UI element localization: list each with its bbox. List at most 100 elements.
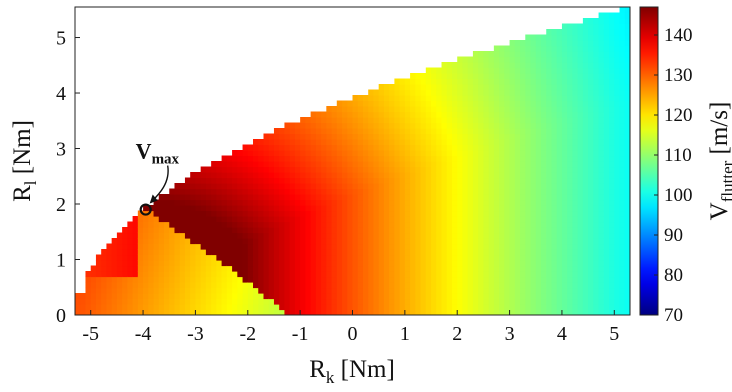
heatmap-cell (598, 23, 605, 30)
heatmap-cell (499, 122, 505, 129)
heatmap-cell (195, 172, 202, 179)
heatmap-cell (451, 287, 458, 294)
heatmap-cell (137, 309, 144, 315)
heatmap-cell (462, 238, 469, 245)
heatmap-cell (179, 271, 186, 278)
heatmap-cell (247, 216, 254, 223)
heatmap-cell (561, 106, 568, 113)
heatmap-cell (357, 276, 364, 283)
heatmap-cell (399, 155, 406, 162)
heatmap-cell (273, 260, 280, 267)
heatmap-cell (614, 166, 621, 173)
heatmap-cell (237, 293, 244, 300)
heatmap-cell (284, 260, 291, 267)
heatmap-cell (478, 210, 484, 217)
heatmap-cell (410, 73, 416, 80)
heatmap-cell (488, 199, 495, 206)
heatmap-cell (226, 172, 233, 179)
heatmap-cell (593, 232, 600, 239)
heatmap-cell (200, 216, 207, 223)
heatmap-cell (593, 183, 600, 190)
heatmap-cell (352, 282, 359, 289)
heatmap-cell (258, 210, 265, 217)
heatmap-cell (378, 293, 385, 300)
heatmap-cell (347, 111, 354, 118)
heatmap-cell (561, 29, 568, 36)
heatmap-cell (540, 73, 547, 80)
heatmap-cell (284, 221, 291, 228)
heatmap-cell (556, 254, 563, 261)
heatmap-cell (609, 62, 615, 69)
heatmap-cell (289, 243, 296, 250)
heatmap-cell (572, 243, 579, 250)
heatmap-cell (258, 260, 265, 267)
heatmap-cell (294, 254, 301, 261)
heatmap-cell (394, 293, 401, 300)
heatmap-cell (378, 260, 385, 267)
heatmap-cell (546, 161, 553, 168)
heatmap-cell (85, 298, 92, 305)
heatmap-cell (551, 56, 558, 63)
heatmap-cell (483, 89, 490, 96)
heatmap-cell (101, 287, 108, 294)
heatmap-cell (499, 73, 505, 80)
heatmap-cell (614, 12, 621, 19)
heatmap-cell (525, 232, 532, 239)
heatmap-cell (143, 298, 149, 305)
heatmap-cell (378, 166, 385, 173)
heatmap-cell (436, 249, 443, 256)
heatmap-cell (582, 282, 589, 289)
heatmap-cell (567, 293, 574, 300)
heatmap-cell (609, 111, 615, 118)
heatmap-cell (462, 265, 469, 272)
heatmap-cell (614, 260, 621, 267)
heatmap-cell (347, 166, 354, 173)
heatmap-cell (279, 265, 286, 272)
heatmap-cell (253, 309, 259, 315)
heatmap-cell (577, 95, 584, 102)
heatmap-cell (404, 177, 411, 184)
heatmap-cell (457, 62, 464, 69)
heatmap-cell (603, 254, 610, 261)
heatmap-cell (122, 287, 128, 294)
heatmap-cell (556, 78, 563, 85)
heatmap-cell (221, 238, 228, 245)
heatmap-cell (603, 210, 610, 217)
heatmap-cell (404, 205, 411, 212)
heatmap-cell (441, 232, 448, 239)
heatmap-cell (331, 133, 338, 140)
heatmap-cell (593, 62, 600, 69)
heatmap-cell (221, 271, 228, 278)
heatmap-cell (488, 183, 495, 190)
heatmap-cell (614, 216, 621, 223)
heatmap-cell (284, 254, 291, 261)
vmax-marker (139, 203, 152, 216)
heatmap-cell (525, 133, 532, 140)
heatmap-cell (546, 73, 553, 80)
heatmap-cell (593, 221, 600, 228)
heatmap-cell (237, 232, 244, 239)
heatmap-cell (205, 205, 212, 212)
heatmap-cell (169, 298, 176, 305)
heatmap-cell (232, 232, 238, 239)
heatmap-cell (127, 254, 134, 261)
heatmap-cell (268, 238, 275, 245)
heatmap-cell (300, 150, 306, 157)
heatmap-cell (216, 177, 223, 184)
heatmap-cell (457, 155, 464, 162)
heatmap-cell (609, 161, 615, 168)
heatmap-cell (603, 34, 610, 41)
heatmap-cell (619, 51, 626, 58)
heatmap-cell (441, 199, 448, 206)
heatmap-cell (572, 67, 579, 74)
heatmap-cell (598, 29, 605, 36)
heatmap-cell (514, 133, 521, 140)
heatmap-cell (614, 249, 621, 256)
heatmap-cell (551, 150, 558, 157)
heatmap-cell (457, 216, 464, 223)
heatmap-cell (609, 89, 615, 96)
heatmap-cell (179, 293, 186, 300)
heatmap-cell (211, 188, 217, 195)
heatmap-cell (546, 254, 553, 261)
heatmap-cell (546, 51, 553, 58)
